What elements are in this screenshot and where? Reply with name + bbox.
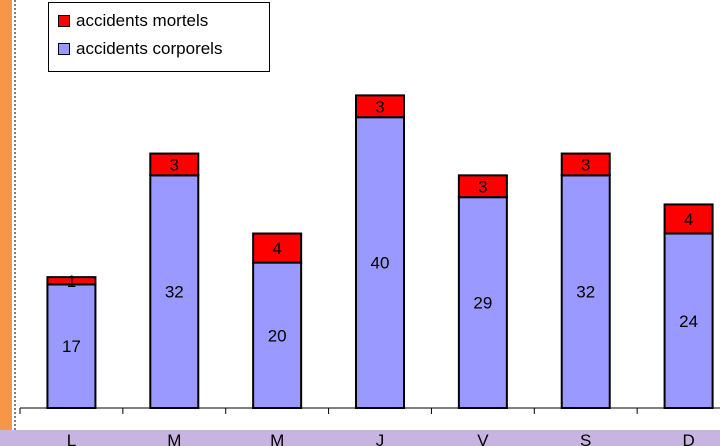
data-label-corporels-1: 32 — [165, 283, 184, 302]
data-label-corporels-6: 24 — [679, 312, 698, 331]
data-label-mortels-5: 3 — [581, 155, 590, 174]
data-label-corporels-0: 17 — [62, 337, 81, 356]
data-label-corporels-5: 32 — [576, 283, 595, 302]
data-label-corporels-2: 20 — [268, 326, 287, 345]
x-tick-label-6: D — [682, 431, 694, 446]
bar-mortels-6 — [663, 203, 714, 235]
bar-mortels-2 — [252, 232, 303, 264]
legend-item-mortels: accidents mortels — [58, 9, 208, 33]
data-label-corporels-3: 40 — [371, 254, 390, 273]
bar-corporels-4 — [457, 196, 508, 409]
x-tick-label-4: V — [477, 431, 489, 446]
bar-corporels-6 — [663, 232, 714, 409]
data-label-mortels-3: 3 — [375, 97, 384, 116]
bar-mortels-1 — [149, 152, 200, 177]
x-tick-label-1: M — [167, 431, 181, 446]
x-tick-label-2: M — [270, 431, 284, 446]
bar-corporels-5 — [560, 174, 611, 409]
bar-mortels-5 — [560, 152, 611, 177]
x-tick-label-3: J — [376, 431, 385, 446]
data-label-mortels-4: 3 — [478, 177, 487, 196]
bar-mortels-0 — [46, 276, 97, 286]
data-label-corporels-4: 29 — [473, 294, 492, 313]
legend-label-corporels: accidents corporels — [76, 39, 223, 58]
left-edge-strip — [0, 0, 12, 446]
legend-item-corporels: accidents corporels — [58, 37, 222, 61]
bottom-edge-strip — [0, 430, 720, 446]
legend-label-mortels: accidents mortels — [76, 11, 209, 30]
legend-swatch-corporels — [58, 43, 70, 55]
data-label-mortels-2: 4 — [272, 239, 281, 258]
x-tick-label-5: S — [580, 431, 591, 446]
data-label-mortels-1: 3 — [170, 155, 179, 174]
legend-swatch-mortels — [58, 15, 70, 27]
bar-mortels-3 — [355, 94, 406, 119]
bar-corporels-3 — [355, 116, 406, 409]
bars-group: 17 1 32 3 20 4 40 3 29 3 32 3 24 4 — [46, 94, 714, 409]
x-tick-label-0: L — [67, 431, 76, 446]
bar-mortels-4 — [457, 174, 508, 199]
data-label-mortels-0: 1 — [67, 272, 76, 291]
bar-corporels-2 — [252, 261, 303, 409]
data-label-mortels-6: 4 — [684, 210, 693, 229]
legend: accidents mortels accidents corporels — [48, 2, 270, 72]
